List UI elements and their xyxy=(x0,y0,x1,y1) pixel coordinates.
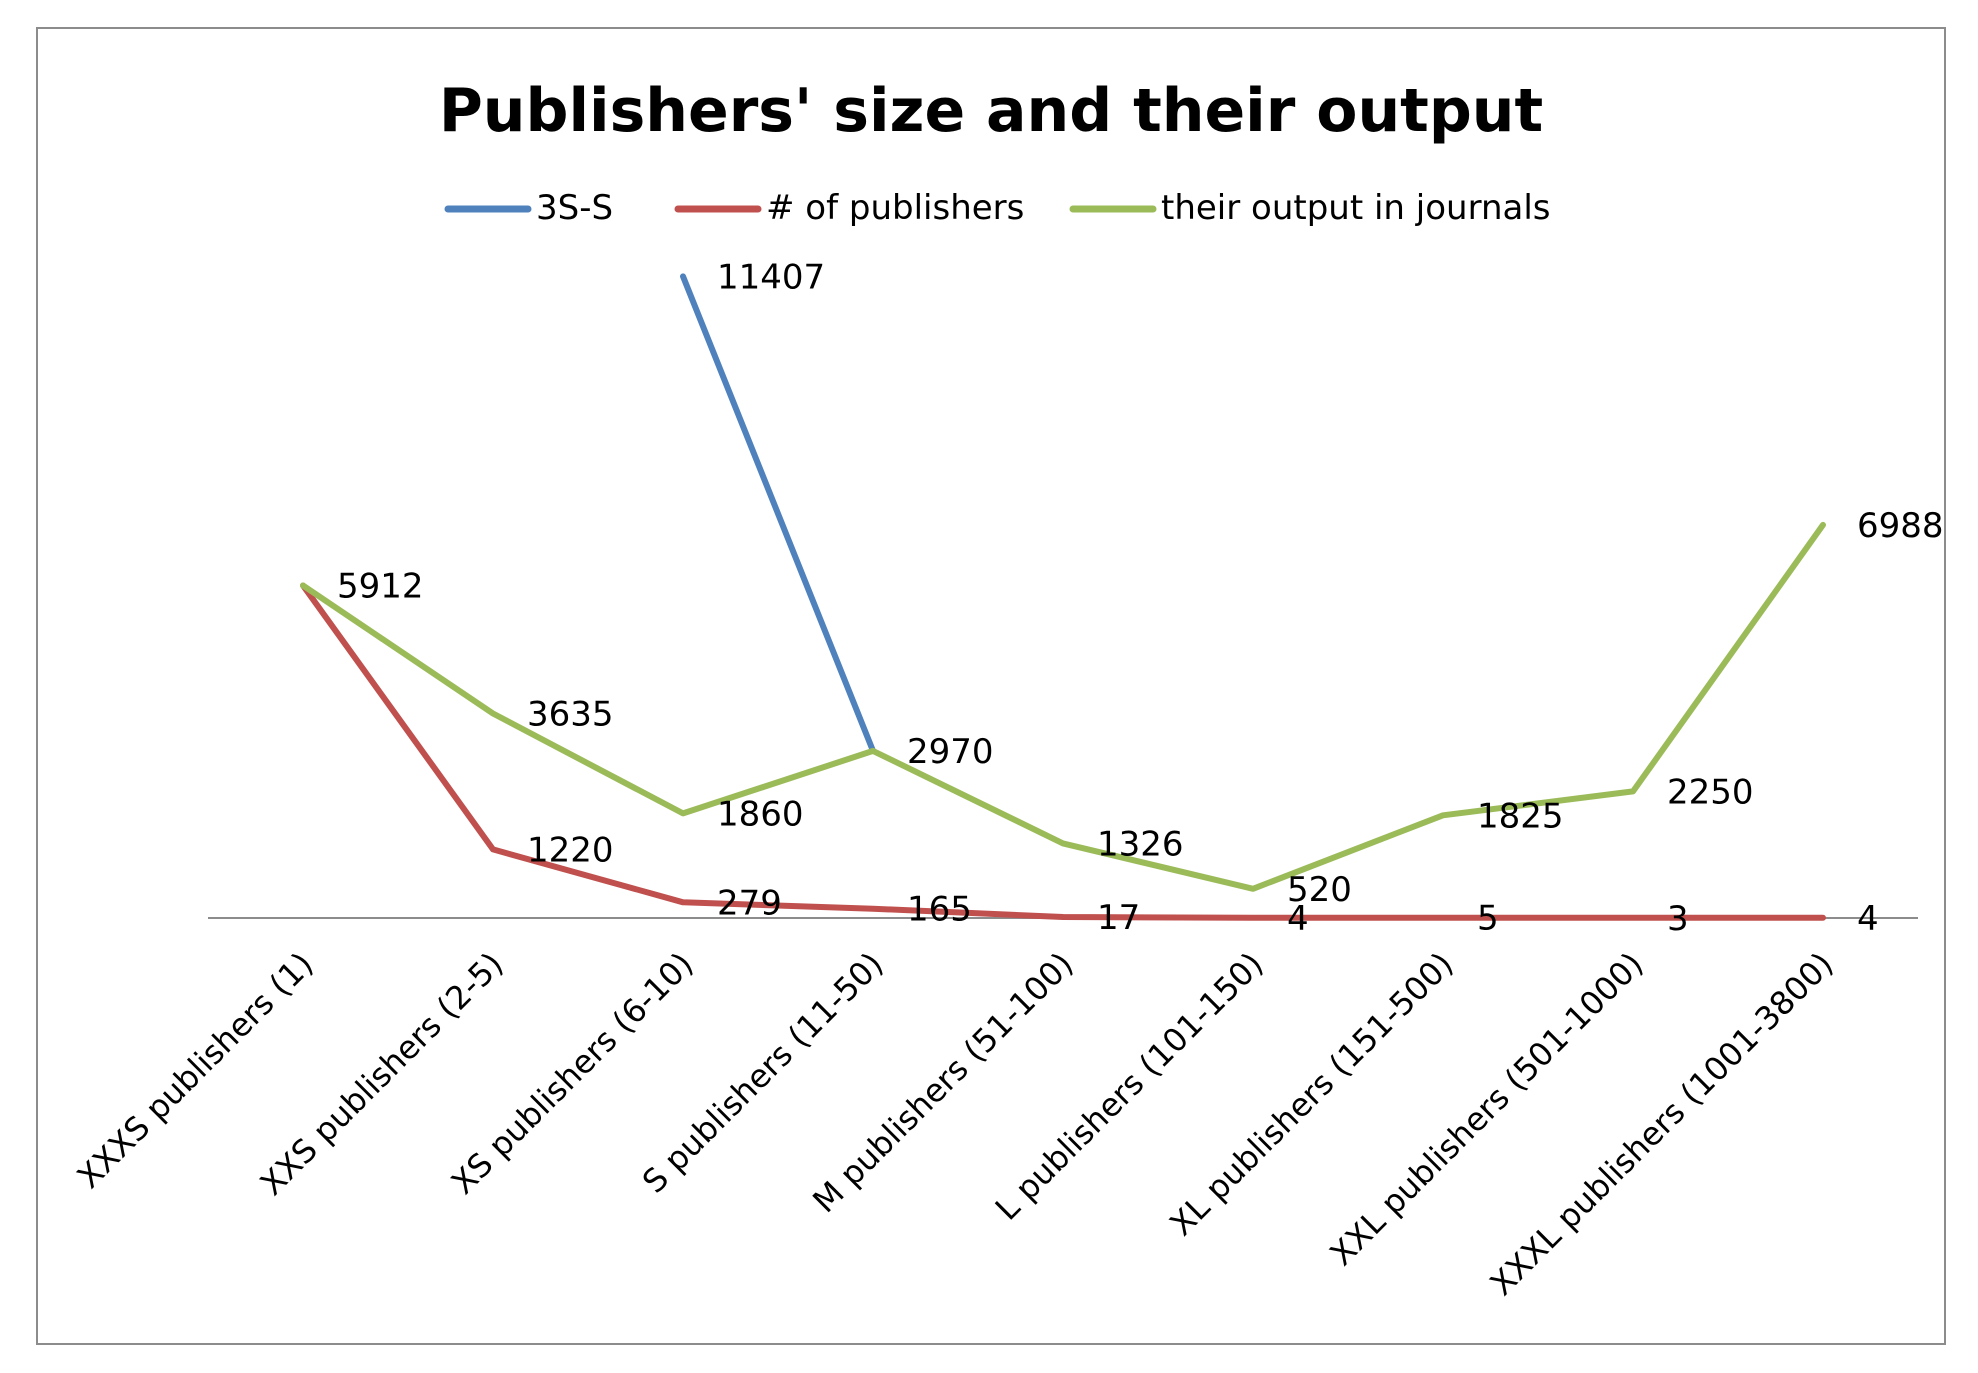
legend-entry: their output in journals xyxy=(1161,188,1551,228)
legend-entry: 3S-S xyxy=(536,188,613,228)
data-label: 17 xyxy=(1097,898,1140,938)
chart-title: Publishers' size and their output xyxy=(439,76,1543,146)
data-label: 11407 xyxy=(717,257,825,297)
data-label: 5 xyxy=(1477,899,1499,939)
chart-frame: Publishers' size and their output 3S-S # … xyxy=(36,27,1946,1345)
data-labels: 11407 1220 279 165 17 4 5 3 4 5912 3635 1860 2970 132… xyxy=(337,257,1944,938)
data-label: 165 xyxy=(907,890,972,930)
data-label: 2250 xyxy=(1667,772,1754,812)
data-label: 3635 xyxy=(527,695,614,735)
data-label: 520 xyxy=(1287,870,1352,910)
series-line xyxy=(300,582,1826,921)
data-label: 6988 xyxy=(1857,506,1944,546)
data-label: 1825 xyxy=(1477,796,1564,836)
line-chart: Publishers' size and their output 3S-S # … xyxy=(70,76,1944,1303)
legend: 3S-S # of publishers their output in journ… xyxy=(444,188,1551,228)
data-label: 2970 xyxy=(907,732,994,772)
data-label: 279 xyxy=(717,883,782,923)
data-label: 1220 xyxy=(527,830,614,870)
legend-entry: # of publishers xyxy=(766,188,1024,228)
data-label: 1326 xyxy=(1097,824,1184,864)
data-label: 4 xyxy=(1287,899,1309,939)
data-label: 5912 xyxy=(337,566,424,606)
data-label: 3 xyxy=(1667,899,1689,939)
x-tick-label: XXXL publishers (1001-3800) xyxy=(1483,945,1841,1303)
data-label: 4 xyxy=(1857,899,1879,939)
series-line xyxy=(300,521,1826,892)
x-tick-label: XXL publishers (501-1000) xyxy=(1322,945,1650,1273)
data-label: 1860 xyxy=(717,794,804,834)
series-line xyxy=(680,273,876,754)
series-layer xyxy=(300,273,1826,921)
x-tick-labels: XXXS publishers (1)XXS publishers (2-5)X… xyxy=(70,945,1841,1303)
